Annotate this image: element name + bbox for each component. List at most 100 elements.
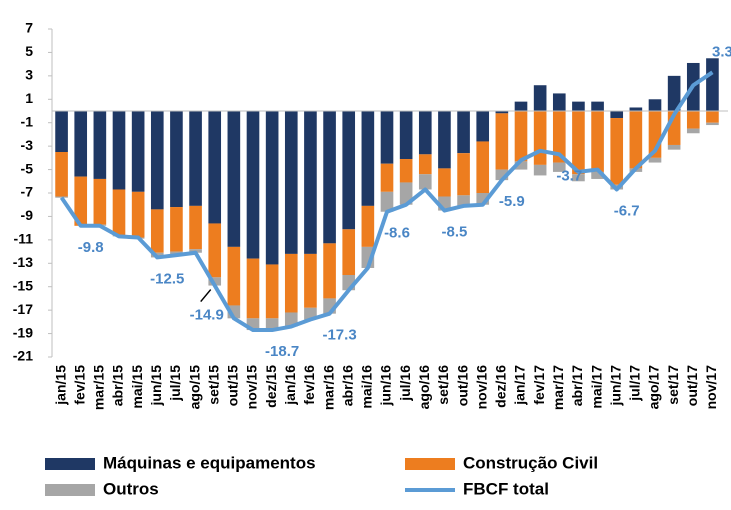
bar — [380, 163, 394, 192]
x-tick-label: out/17 — [684, 365, 700, 406]
bar — [610, 111, 624, 119]
bar — [208, 223, 222, 278]
bar — [667, 144, 681, 150]
legend-swatch — [405, 458, 455, 470]
y-tick-label: -15 — [13, 277, 33, 293]
bar — [304, 307, 317, 320]
legend-label: Construção Civil — [463, 453, 598, 472]
y-tick-label: 3 — [25, 67, 33, 83]
legend-label: Máquinas e equipamentos — [103, 453, 316, 472]
bar — [591, 111, 604, 172]
x-tick-label: nov/16 — [473, 365, 489, 410]
x-tick-label: mar/15 — [91, 365, 107, 410]
bar — [361, 205, 375, 247]
x-tick-label: mai/17 — [588, 365, 604, 409]
bar — [323, 243, 336, 299]
bar — [476, 193, 490, 205]
y-tick-label: -7 — [21, 184, 34, 200]
bar — [591, 171, 604, 179]
bar — [131, 111, 145, 192]
y-tick-label: 5 — [25, 43, 33, 59]
data-label: -5.9 — [499, 193, 525, 210]
data-label: -6.7 — [614, 202, 640, 219]
bar — [399, 159, 413, 183]
bar — [514, 111, 528, 162]
x-tick-label: fev/15 — [71, 365, 87, 405]
bar — [514, 101, 528, 111]
bar — [284, 111, 298, 254]
bar — [93, 178, 107, 225]
x-tick-label: dez/16 — [493, 365, 509, 408]
legend-swatch — [45, 484, 95, 496]
bar — [342, 111, 356, 230]
bar — [170, 111, 183, 208]
bar — [629, 111, 643, 169]
bar — [265, 318, 279, 331]
x-tick-label: jan/16 — [282, 365, 298, 406]
bar — [227, 246, 241, 306]
bar — [572, 101, 585, 111]
bar — [112, 111, 126, 190]
x-tick-label: jul/17 — [627, 365, 643, 402]
label-pointer — [200, 289, 212, 303]
bar — [552, 93, 566, 111]
x-tick-label: fev/16 — [301, 365, 317, 405]
bar — [495, 113, 509, 170]
x-tick-label: set/16 — [435, 365, 451, 405]
bar — [74, 176, 88, 226]
bar — [112, 189, 126, 236]
bar — [495, 169, 509, 181]
y-tick-label: -5 — [21, 160, 34, 176]
bar — [572, 111, 585, 175]
data-label: -14.9 — [190, 307, 224, 324]
x-tick-label: jun/15 — [148, 365, 164, 407]
bar — [304, 111, 317, 254]
y-tick-label: -11 — [14, 231, 34, 247]
bar — [189, 205, 202, 250]
bar — [686, 128, 700, 134]
bar — [208, 277, 222, 286]
x-tick-label: out/15 — [225, 365, 241, 406]
bar — [265, 264, 279, 319]
bar — [342, 229, 356, 275]
x-tick-label: abr/16 — [339, 365, 355, 406]
bar — [514, 161, 528, 170]
bar — [380, 191, 394, 212]
bar — [610, 118, 624, 185]
bar — [246, 318, 260, 331]
bar — [284, 253, 298, 313]
bar — [418, 174, 432, 190]
bar — [476, 141, 490, 193]
data-label: -17.3 — [322, 327, 356, 344]
bar — [361, 111, 375, 206]
bar — [170, 207, 183, 252]
x-tick-label: ago/15 — [186, 365, 202, 410]
data-label: -8.5 — [441, 224, 467, 241]
bar — [323, 111, 336, 244]
bar — [533, 85, 547, 111]
bar — [552, 162, 566, 172]
x-tick-label: jan/17 — [512, 365, 528, 406]
bar — [246, 111, 260, 259]
bar — [648, 99, 662, 111]
bar — [591, 101, 604, 111]
bar — [246, 258, 260, 319]
bar — [438, 111, 451, 169]
x-tick-label: ago/16 — [416, 365, 432, 410]
data-label: -3.7 — [556, 167, 582, 184]
x-tick-label: mai/16 — [359, 365, 375, 409]
bar — [208, 111, 222, 224]
bar — [706, 58, 719, 111]
x-tick-label: jan/15 — [52, 365, 68, 406]
data-label: -8.6 — [384, 225, 410, 242]
bar — [706, 111, 719, 123]
x-tick-label: set/17 — [665, 365, 681, 405]
bar — [533, 164, 547, 176]
x-tick-label: nov/17 — [703, 365, 719, 410]
legend-label: Outros — [103, 479, 159, 498]
bar — [55, 111, 68, 152]
line — [59, 70, 714, 333]
bar — [629, 107, 643, 111]
bar — [150, 209, 164, 253]
